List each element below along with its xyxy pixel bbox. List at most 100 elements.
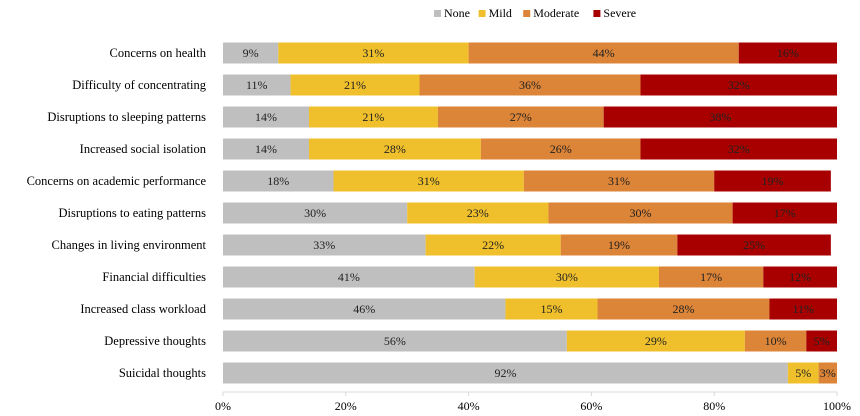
data-label: 3% xyxy=(820,366,836,380)
data-label: 11% xyxy=(246,78,268,92)
data-label: 23% xyxy=(467,206,489,220)
legend-swatch-severe xyxy=(593,10,601,17)
data-label: 29% xyxy=(645,334,667,348)
bar-segment-moderate xyxy=(744,330,807,352)
legend-label-mild: Mild xyxy=(489,6,512,20)
data-label: 17% xyxy=(700,270,722,284)
bar-segment-mild xyxy=(407,202,549,224)
category-label: Depressive thoughts xyxy=(104,334,206,348)
bar-segment-moderate xyxy=(419,74,641,96)
data-label: 27% xyxy=(510,110,532,124)
bar-segment-moderate xyxy=(523,170,715,192)
data-label: 36% xyxy=(519,78,541,92)
category-label: Concerns on academic performance xyxy=(27,174,207,188)
legend-swatch-none xyxy=(434,10,441,17)
data-label: 14% xyxy=(255,110,277,124)
bar-segment-mild xyxy=(787,362,819,384)
data-label: 14% xyxy=(255,142,277,156)
bar-segment-severe xyxy=(769,298,837,320)
bar-segment-none xyxy=(223,298,506,320)
data-label: 15% xyxy=(540,302,562,316)
category-label: Increased class workload xyxy=(80,302,206,316)
category-label: Increased social isolation xyxy=(80,142,207,156)
bar-segment-mild xyxy=(425,234,561,256)
data-label: 46% xyxy=(353,302,375,316)
data-label: 30% xyxy=(304,206,326,220)
data-label: 19% xyxy=(762,174,784,188)
bar-segment-severe xyxy=(732,202,837,224)
category-label: Difficulty of concentrating xyxy=(72,78,207,92)
category-label: Disruptions to sleeping patterns xyxy=(47,110,206,124)
bar-segment-mild xyxy=(333,170,524,192)
bar-segment-severe xyxy=(806,330,837,352)
x-tick-label: 0% xyxy=(215,399,231,413)
legend-swatch-mild xyxy=(478,10,486,17)
data-label: 16% xyxy=(777,46,799,60)
data-label: 32% xyxy=(728,142,750,156)
data-label: 38% xyxy=(709,110,731,124)
data-label: 25% xyxy=(743,238,765,252)
data-label: 21% xyxy=(362,110,384,124)
data-label: 19% xyxy=(608,238,630,252)
data-label: 92% xyxy=(494,366,516,380)
legend-label-severe: Severe xyxy=(603,6,636,20)
data-label: 18% xyxy=(267,174,289,188)
bar-segment-moderate xyxy=(437,106,604,128)
bar-segment-none xyxy=(223,234,426,256)
legend-label-moderate: Moderate xyxy=(533,6,579,20)
bar-segment-severe xyxy=(640,138,837,160)
bar-segment-none xyxy=(223,42,279,64)
bar-segment-moderate xyxy=(480,138,641,160)
bar-segment-mild xyxy=(278,42,469,64)
bar-segment-moderate xyxy=(560,234,678,256)
bar-segment-mild xyxy=(566,330,745,352)
category-label: Changes in living environment xyxy=(52,238,207,252)
x-tick-label: 80% xyxy=(703,399,725,413)
bar-segment-moderate xyxy=(658,266,764,288)
data-label: 30% xyxy=(556,270,578,284)
data-label: 10% xyxy=(765,334,787,348)
legend-label-none: None xyxy=(444,6,470,20)
bar-segment-none xyxy=(223,74,291,96)
bar-segment-moderate xyxy=(548,202,733,224)
data-label: 41% xyxy=(338,270,360,284)
bar-segment-none xyxy=(223,266,475,288)
data-label: 44% xyxy=(593,46,615,60)
x-tick-label: 40% xyxy=(458,399,480,413)
x-tick-label: 20% xyxy=(335,399,357,413)
data-label: 33% xyxy=(313,238,335,252)
bar-segment-moderate xyxy=(818,362,837,384)
category-label: Disruptions to eating patterns xyxy=(58,206,206,220)
data-label: 32% xyxy=(728,78,750,92)
bar-segment-severe xyxy=(738,42,837,64)
data-label: 12% xyxy=(789,270,811,284)
bar-segment-mild xyxy=(308,138,481,160)
category-label: Suicidal thoughts xyxy=(119,366,206,380)
data-label: 5% xyxy=(814,334,830,348)
bar-segment-none xyxy=(223,170,334,192)
bar-segment-severe xyxy=(763,266,837,288)
bar-segment-mild xyxy=(505,298,598,320)
data-label: 28% xyxy=(384,142,406,156)
bar-segment-none xyxy=(223,202,408,224)
legend-swatch-moderate xyxy=(523,10,531,17)
data-label: 22% xyxy=(482,238,504,252)
data-label: 17% xyxy=(774,206,796,220)
bar-segment-severe xyxy=(603,106,837,128)
data-label: 31% xyxy=(418,174,440,188)
data-label: 31% xyxy=(608,174,630,188)
category-label: Financial difficulties xyxy=(102,270,206,284)
data-label: 5% xyxy=(795,366,811,380)
category-label: Concerns on health xyxy=(109,46,206,60)
data-label: 56% xyxy=(384,334,406,348)
bar-segment-none xyxy=(223,106,309,128)
bar-segment-none xyxy=(223,362,788,384)
data-label: 30% xyxy=(630,206,652,220)
x-tick-label: 60% xyxy=(580,399,602,413)
bar-segment-mild xyxy=(308,106,438,128)
data-label: 21% xyxy=(344,78,366,92)
bar-segment-none xyxy=(223,330,567,352)
bar-segment-mild xyxy=(290,74,420,96)
